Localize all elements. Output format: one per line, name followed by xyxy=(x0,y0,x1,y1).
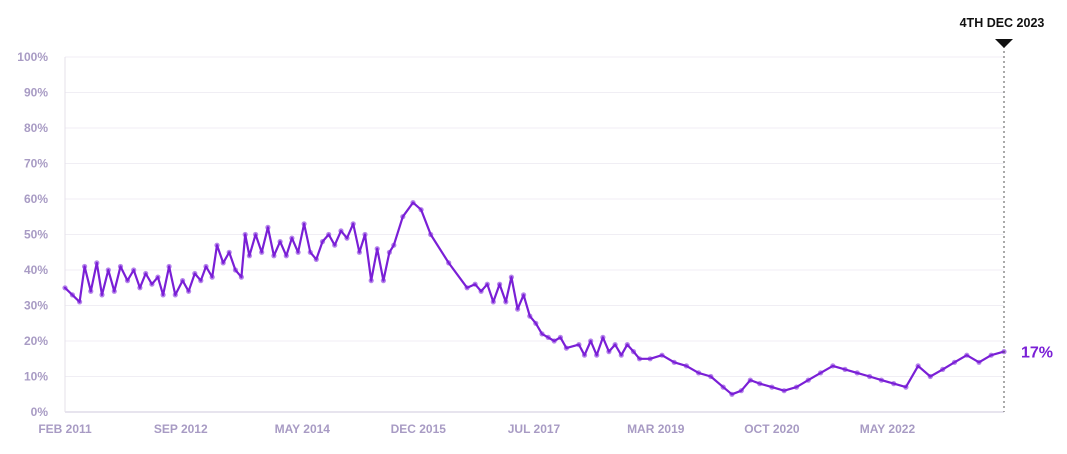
y-tick-label: 0% xyxy=(31,405,49,419)
x-tick-label: MAR 2019 xyxy=(627,422,685,436)
data-points xyxy=(62,200,1007,397)
annotation-label: 4TH DEC 2023 xyxy=(960,16,1045,30)
x-tick-label: SEP 2012 xyxy=(154,422,208,436)
x-tick-label: JUL 2017 xyxy=(508,422,561,436)
series-line xyxy=(63,201,1006,396)
y-tick-label: 60% xyxy=(24,192,48,206)
x-tick-label: FEB 2011 xyxy=(38,422,92,436)
y-tick-label: 80% xyxy=(24,121,48,135)
y-tick-label: 70% xyxy=(24,157,48,171)
grid-lines xyxy=(65,56,1004,377)
x-axis-ticks: FEB 2011 SEP 2012 MAY 2014 DEC 2015 JUL 2017… xyxy=(38,422,915,436)
y-tick-label: 90% xyxy=(24,86,48,100)
y-axis-ticks: 0% 10% 20% 30% 40% 50% 60% 70% 80% 90% 100% xyxy=(17,50,48,419)
x-tick-label: OCT 2020 xyxy=(744,422,800,436)
x-tick-label: MAY 2014 xyxy=(275,422,331,436)
y-tick-label: 10% xyxy=(24,370,48,384)
y-tick-label: 20% xyxy=(24,334,48,348)
x-tick-label: DEC 2015 xyxy=(391,422,447,436)
y-tick-label: 40% xyxy=(24,263,48,277)
y-tick-label: 30% xyxy=(24,299,48,313)
x-tick-label: MAY 2022 xyxy=(860,422,916,436)
end-value-label: 17% xyxy=(1021,345,1053,362)
y-tick-label: 100% xyxy=(17,50,48,64)
y-tick-label: 50% xyxy=(24,228,48,242)
annotation-triangle-icon xyxy=(995,39,1013,48)
